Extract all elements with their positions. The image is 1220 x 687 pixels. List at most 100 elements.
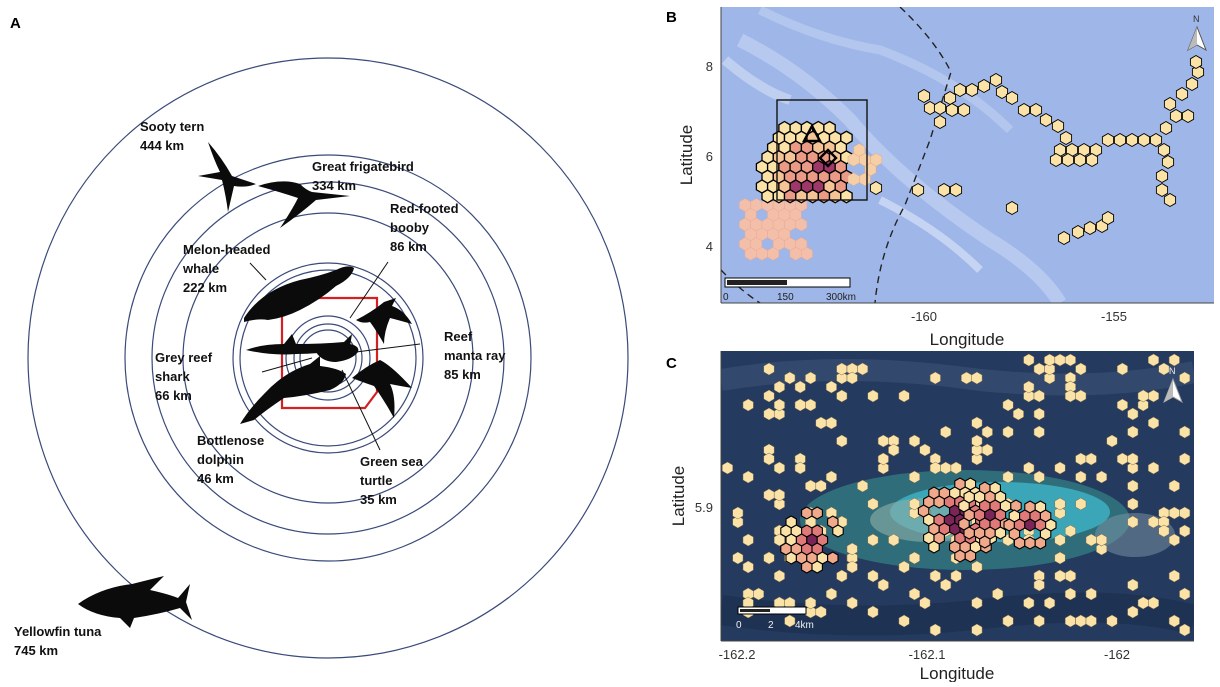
- hexbin-cell: [1158, 362, 1170, 376]
- hexbin-cell: [1175, 86, 1189, 102]
- hexbin-cell: [1113, 132, 1127, 148]
- hexbin-cell: [1085, 152, 1099, 168]
- map-b-x-tick: -155: [1101, 309, 1127, 324]
- hexbin-cell: [971, 623, 983, 637]
- svg-text:0: 0: [723, 292, 729, 303]
- hexbin-cell: [909, 470, 920, 484]
- hexbin-cell: [1163, 96, 1177, 112]
- hexbin-cell: [867, 605, 879, 619]
- hexbin-cell: [753, 587, 765, 601]
- hexbin-cell: [964, 549, 977, 563]
- svg-text:4km: 4km: [795, 620, 814, 631]
- hexbin-cell: [957, 102, 971, 118]
- hexbin-cell: [832, 524, 844, 538]
- hexbin-cell: [1002, 614, 1014, 628]
- hexbin-cell: [1064, 353, 1076, 367]
- svg-text:N: N: [1169, 366, 1176, 376]
- hexbin-cell: [1054, 569, 1066, 583]
- svg-text:Bottlenose: Bottlenose: [197, 433, 264, 448]
- map-c-hexbins: [722, 353, 1191, 637]
- green-sea-turtle-pointer: [341, 369, 381, 451]
- hexbin-cell: [742, 398, 754, 412]
- hexbin-cell: [846, 596, 858, 610]
- hexbin-cell: [1049, 152, 1063, 168]
- bottlenose-dolphin-icon: [240, 356, 346, 424]
- hexbin-cell: [954, 549, 966, 563]
- diamond-marker: [818, 148, 838, 168]
- hexbin-cell: [1002, 470, 1014, 484]
- hexbin-cell: [1148, 416, 1159, 430]
- hexbin-cell: [1033, 614, 1045, 628]
- hexbin-cell: [825, 470, 837, 484]
- hexbin-cell: [857, 479, 869, 493]
- ring-bottlenose-dolphin: [293, 323, 363, 393]
- hexbin-cell: [1189, 54, 1203, 70]
- hexbin-cell: [1029, 102, 1043, 118]
- hexbin-cell: [859, 172, 871, 187]
- hexbin-cell: [1054, 533, 1066, 547]
- melon-headed-whale-icon: [244, 266, 354, 322]
- hexbin-cell: [1033, 578, 1045, 592]
- hexbin-cell: [989, 72, 1003, 88]
- great-frigatebird-icon: [258, 181, 350, 228]
- map-c-y-tick: 5.9: [695, 500, 713, 515]
- map-b-scale-bar: 0 150 300km: [723, 277, 856, 303]
- map-b-y-tick: 8: [706, 59, 713, 74]
- hexbin-cell: [722, 461, 733, 475]
- hexbin-cell: [794, 380, 806, 394]
- svg-text:85 km: 85 km: [444, 367, 481, 382]
- hexbin-cell: [937, 182, 951, 198]
- hexbin-cell: [763, 362, 775, 376]
- hexbin-cell: [981, 425, 993, 439]
- green-sea-turtle-icon: [316, 343, 359, 362]
- label-reef-manta-ray: Reef manta ray 85 km: [444, 329, 506, 382]
- hexbin-cell: [1039, 112, 1053, 128]
- hexbin-cell: [933, 495, 945, 509]
- hexbin-cell: [1137, 398, 1149, 412]
- hexbin-cell: [805, 596, 817, 610]
- hexbin-cell: [1044, 353, 1056, 367]
- hexbin-cell: [953, 82, 967, 98]
- hexbin-cell: [1191, 64, 1205, 80]
- panel-b: B 0 150 300km N: [666, 7, 1214, 349]
- hexbin-cell: [1023, 380, 1035, 394]
- hexbin-cell: [1125, 132, 1139, 148]
- grey-reef-shark-pointer: [261, 357, 313, 373]
- svg-text:turtle: turtle: [360, 473, 393, 488]
- triangle-marker: [802, 123, 822, 143]
- hexbin-cell: [1034, 536, 1047, 550]
- hexbin-cell: [1137, 132, 1151, 148]
- hexbin-cell: [963, 526, 975, 540]
- hexbin-cell: [1033, 362, 1045, 376]
- eez-boundary: [874, 7, 952, 303]
- svg-text:300km: 300km: [826, 292, 856, 303]
- hexbin-cell: [888, 533, 900, 547]
- hexbin-cell: [928, 540, 940, 554]
- hexbin-cell: [898, 560, 910, 574]
- hexbin-cell: [1137, 596, 1149, 610]
- hexbin-cell: [732, 551, 744, 565]
- hexbin-cell: [1181, 108, 1195, 124]
- hexbin-cell: [1044, 596, 1056, 610]
- hexbin-cell: [994, 526, 1007, 540]
- ring-grey-reef-shark: [285, 315, 371, 401]
- hexbin-cell: [773, 497, 785, 511]
- hexbin-cell: [919, 443, 931, 457]
- reef-manta-ray-pointer: [355, 343, 421, 353]
- hexbin-cell: [898, 389, 910, 403]
- svg-text:N: N: [1193, 14, 1200, 24]
- hexbin-cell: [773, 488, 785, 502]
- map-c-scale-bar: 0 2 4km: [736, 606, 814, 631]
- hexbin-cell: [742, 560, 754, 574]
- hexbin-cell: [1002, 398, 1014, 412]
- hexbin-cell: [763, 389, 775, 403]
- hexbin-cell: [767, 247, 780, 261]
- hexbin-cell: [836, 389, 848, 403]
- hexbin-cell: [815, 605, 827, 619]
- hexbin-cell: [1024, 536, 1036, 550]
- hexbin-cell: [977, 78, 991, 94]
- hexbin-cell: [1057, 230, 1071, 246]
- panel-a: A Sooty tern 444 km Gr: [10, 15, 629, 659]
- label-sooty-tern: Sooty tern 444 km: [140, 119, 204, 153]
- hexbin-cell: [817, 189, 831, 204]
